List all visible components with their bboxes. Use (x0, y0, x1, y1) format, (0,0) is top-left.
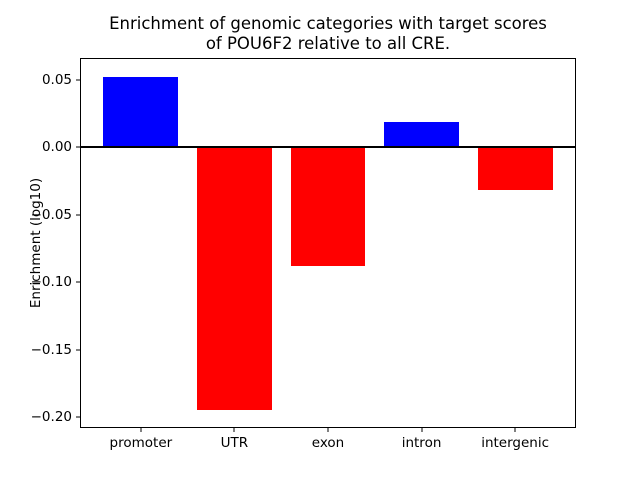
bar-exon (290, 147, 366, 266)
bar-UTR (197, 147, 272, 411)
y-tick-mark-0.00 (76, 146, 80, 148)
x-tick-label-exon: exon (311, 435, 345, 451)
y-tick-mark-−0.05 (76, 214, 80, 216)
y-tick-mark-−0.15 (76, 349, 80, 351)
x-tick-mark-promoter (140, 428, 142, 432)
y-tick-label-−0.10: −0.10 (30, 274, 72, 291)
y-tick-mark-−0.20 (76, 416, 80, 418)
x-tick-mark-UTR (233, 428, 235, 432)
plot-area: promoter UTR exon intron intergenic 0.05 0.00 −… (31, 58, 576, 451)
y-tick-label-0.05: 0.05 (41, 71, 72, 88)
bar-intergenic (477, 147, 553, 191)
y-tick-label-0.00: 0.00 (41, 139, 72, 156)
zero-baseline (81, 146, 575, 149)
y-tick-label-−0.15: −0.15 (30, 341, 72, 358)
x-tick-label-intergenic: intergenic (481, 435, 550, 451)
x-tick-label-intron: intron (401, 435, 442, 451)
x-tick-label-UTR: UTR (220, 435, 249, 451)
chart-title-line2: of POU6F2 relative to all CRE. (205, 34, 451, 53)
y-tick-label-−0.20: −0.20 (30, 409, 72, 426)
chart-title: Enrichment of genomic categories with ta… (80, 14, 576, 54)
y-tick-mark-−0.10 (76, 281, 80, 283)
x-tick-mark-exon (327, 428, 329, 432)
bar-promoter (103, 77, 179, 148)
y-tick-label-−0.05: −0.05 (30, 206, 72, 223)
y-tick-mark-0.05 (76, 79, 80, 81)
x-tick-mark-intron (421, 428, 423, 432)
bar-intron (384, 121, 459, 148)
x-tick-mark-intergenic (514, 428, 516, 432)
x-tick-label-promoter: promoter (109, 435, 173, 451)
chart-title-line1: Enrichment of genomic categories with ta… (109, 14, 547, 33)
